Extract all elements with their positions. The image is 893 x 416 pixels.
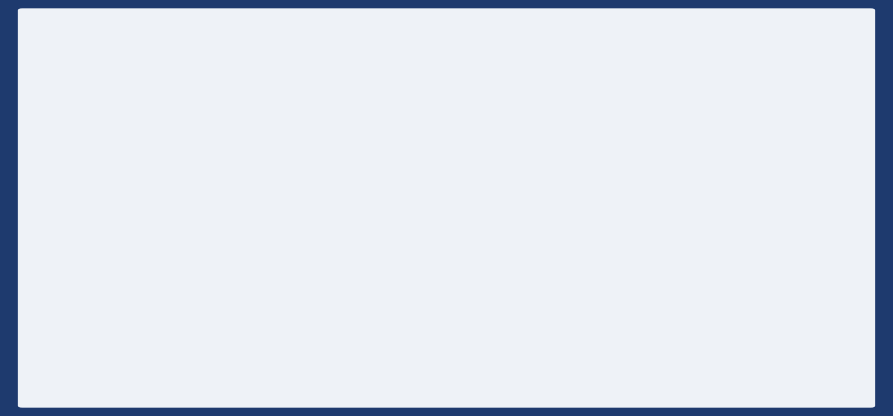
Bar	[614, 77, 746, 208]
Bar	[237, 77, 351, 208]
Text: incubating: incubating	[261, 160, 327, 173]
Text: ψ: ψ	[680, 232, 688, 245]
Text: S: S	[113, 116, 128, 136]
Text: β: β	[203, 107, 211, 121]
Text: C: C	[672, 116, 688, 136]
Text: γ: γ	[549, 240, 556, 253]
Text: ν: ν	[597, 240, 605, 253]
Text: contaminated: contaminated	[637, 160, 723, 173]
Text: susceptible: susceptible	[84, 160, 155, 173]
Text: II: II	[320, 308, 336, 328]
Text: ε: ε	[204, 166, 210, 179]
Text: α: α	[487, 240, 495, 253]
Text: 2014 Model for Ebola Contact Tracing: 2014 Model for Ebola Contact Tracing	[197, 28, 696, 52]
Text: γ: γ	[438, 296, 446, 310]
Text: R: R	[548, 308, 565, 328]
Text: E: E	[287, 116, 301, 136]
Text: infectious: infectious	[450, 177, 511, 190]
Text: isolated: isolated	[303, 346, 353, 359]
Text: σ: σ	[375, 131, 382, 144]
Text: ν: ν	[438, 356, 446, 369]
Bar	[491, 277, 622, 388]
Text: removed: removed	[529, 346, 585, 359]
Bar	[63, 77, 177, 208]
Text: ν: ν	[580, 131, 588, 144]
Bar	[262, 277, 394, 388]
Text: κ π ω: κ π ω	[313, 241, 346, 254]
Bar	[406, 76, 555, 234]
Text: I: I	[477, 124, 484, 144]
